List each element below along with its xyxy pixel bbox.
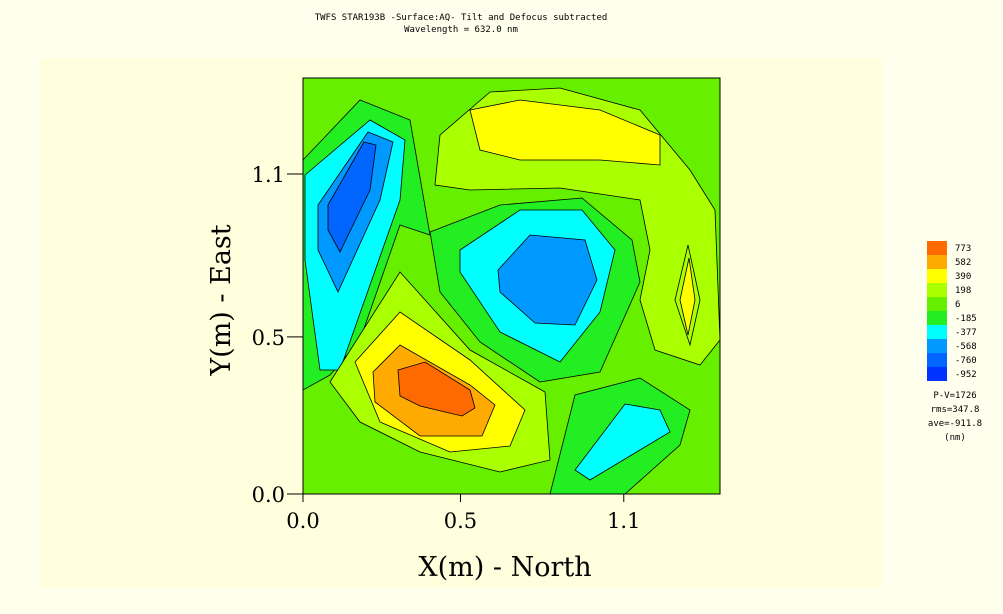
contour-plot — [302, 77, 721, 495]
legend-label: -952 — [955, 370, 977, 380]
legend-label: -568 — [955, 342, 977, 352]
legend-swatch — [927, 311, 947, 325]
legend-label: -377 — [955, 328, 977, 338]
stat-label: (nm) — [944, 433, 966, 443]
stat-label: rms=347.8 — [931, 405, 980, 415]
contour-region — [327, 141, 377, 253]
legend-swatch — [927, 325, 947, 339]
legend-swatch — [927, 241, 947, 255]
x-axis-label: X(m) - North — [418, 552, 591, 583]
contour-region — [497, 234, 598, 326]
plot-frame — [302, 77, 721, 495]
legend-swatch — [927, 255, 947, 269]
legend-swatch — [927, 297, 947, 311]
y-tick-label: 0.5 — [252, 326, 285, 350]
y-tick-label: 0.0 — [252, 483, 285, 507]
legend-label: 198 — [955, 286, 971, 296]
legend-swatch — [927, 269, 947, 283]
y-tick-label: 1.1 — [252, 163, 285, 187]
chart-subtitle: Wavelength = 632.0 nm — [404, 25, 518, 35]
legend-label: 582 — [955, 258, 971, 268]
stat-label: P-V=1726 — [933, 391, 976, 401]
x-tick-label: 0.0 — [286, 509, 319, 533]
legend-swatch — [927, 353, 947, 367]
x-tick-label: 0.5 — [444, 509, 477, 533]
contour-region — [397, 361, 476, 417]
legend-label: 6 — [955, 300, 960, 310]
contour-region — [679, 257, 696, 336]
chart-title: TWFS STAR193B -Surface:AQ- Tilt and Defo… — [315, 13, 608, 23]
legend-label: -185 — [955, 314, 977, 324]
legend-swatch — [927, 367, 947, 381]
legend-label: 390 — [955, 272, 971, 282]
y-axis-label: Y(m) - East — [206, 224, 237, 376]
stat-label: ave=-911.8 — [928, 419, 982, 429]
legend-swatch — [927, 339, 947, 353]
legend-swatch — [927, 283, 947, 297]
legend-label: 773 — [955, 244, 971, 254]
contour-region — [574, 403, 671, 481]
contour-region — [469, 99, 661, 166]
legend-label: -760 — [955, 356, 977, 366]
x-tick-label: 1.1 — [607, 509, 640, 533]
